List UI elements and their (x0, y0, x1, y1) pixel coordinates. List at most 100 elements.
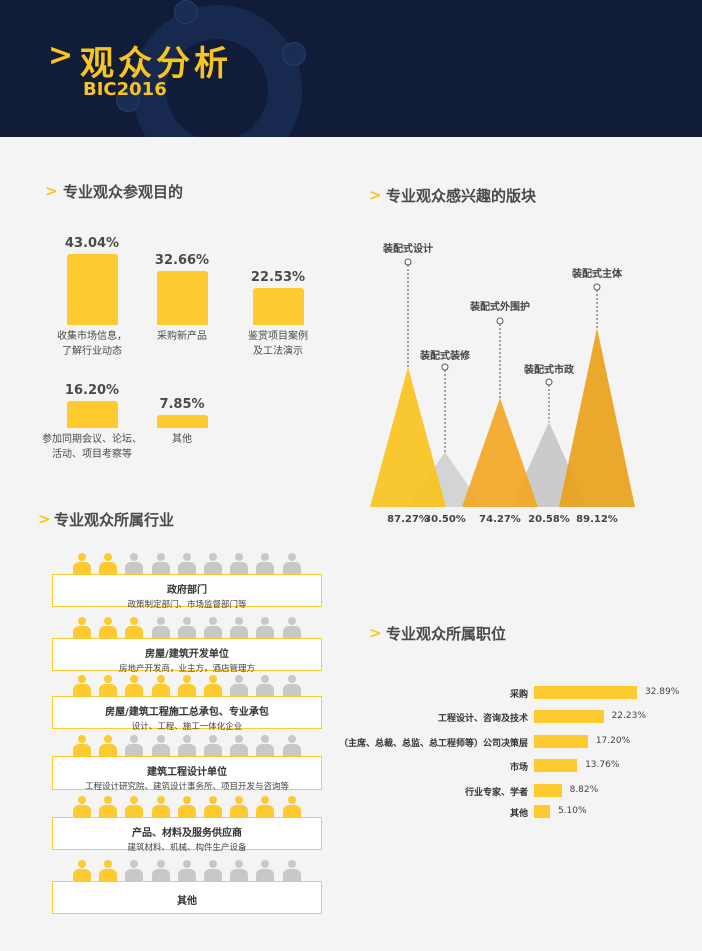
person-body (204, 869, 222, 881)
interest-name: 装配式装修 (420, 351, 470, 362)
purpose-value: 16.20% (64, 383, 120, 399)
person-body (151, 684, 170, 696)
purpose-label: 其他 (172, 434, 192, 445)
person-body (125, 562, 144, 574)
section-heading-purpose: 专业观众参观目的 (63, 183, 184, 201)
interest-value: 89.12% (576, 514, 618, 525)
person-head (130, 617, 139, 625)
decorative-dot (116, 88, 140, 112)
position-value: 32.89% (644, 687, 680, 697)
person-body (177, 744, 196, 756)
person-body (125, 744, 144, 756)
person-head (261, 860, 270, 868)
person-body (204, 744, 222, 756)
person-body (177, 805, 196, 817)
person-head (209, 675, 217, 683)
purpose-value: 7.85% (159, 397, 205, 413)
person-head (78, 796, 86, 804)
industry-title: 房屋/建筑工程施工总承包、专业承包 (105, 707, 269, 718)
person-icon (124, 735, 144, 756)
person-body (99, 805, 118, 817)
person-head (182, 735, 191, 743)
person-head (130, 860, 139, 868)
person-head (130, 675, 139, 683)
person-head (235, 735, 244, 743)
person-head (182, 860, 191, 868)
person-icon (229, 860, 249, 881)
person-icon (282, 796, 302, 817)
person-icon (72, 617, 92, 638)
person-icon (255, 675, 275, 696)
person-head (130, 553, 139, 561)
position-label: 行业专家、学者 (464, 788, 528, 798)
person-body (204, 626, 222, 638)
position-value: 8.82% (569, 785, 599, 795)
person-icon (151, 735, 171, 756)
person-body (204, 805, 222, 817)
person-head (261, 617, 270, 625)
person-icon (177, 553, 197, 574)
person-head (287, 735, 296, 743)
pin-marker (545, 378, 553, 386)
person-body (282, 562, 301, 574)
person-body (230, 684, 249, 696)
industry-desc: 设计、工程、施工一体化企业 (131, 722, 243, 732)
person-body (256, 684, 275, 696)
pin-marker (496, 317, 504, 325)
person-head (130, 796, 139, 804)
person-head (78, 617, 86, 625)
person-body (256, 562, 275, 574)
position-bar (534, 784, 562, 797)
person-body (125, 869, 144, 881)
person-body (177, 684, 196, 696)
person-body (256, 869, 275, 881)
person-body (73, 626, 91, 638)
person-icon (124, 796, 144, 817)
person-icon (203, 735, 223, 756)
industry-desc: 工程设计研究院、建筑设计事务所、项目开发与咨询等 (84, 782, 289, 792)
person-body (99, 869, 118, 881)
industry-title: 政府部门 (167, 585, 207, 596)
position-value: 13.76% (585, 760, 620, 770)
interest-triangle (462, 398, 538, 507)
person-icon (151, 796, 171, 817)
person-head (287, 675, 296, 683)
position-label: 其他 (509, 809, 528, 819)
person-head (156, 735, 165, 743)
chevron-right-icon: > (48, 38, 74, 73)
person-body (73, 869, 91, 881)
person-icon (72, 796, 92, 817)
person-body (204, 562, 222, 574)
person-icon (255, 796, 275, 817)
header-banner: > 观众分析 BIC2016 (0, 0, 702, 137)
person-body (282, 626, 301, 638)
person-icon (72, 860, 92, 881)
person-icon (203, 617, 223, 638)
person-head (182, 796, 191, 804)
person-icon (282, 675, 302, 696)
position-bar (534, 686, 637, 699)
person-head (261, 553, 270, 561)
purpose-value: 22.53% (250, 269, 306, 285)
position-bar (534, 759, 578, 772)
person-body (230, 805, 249, 817)
person-icon (98, 860, 118, 881)
person-body (99, 744, 118, 756)
purpose-bar (67, 401, 118, 428)
section-heading-industry: 专业观众所属行业 (54, 511, 175, 529)
person-icon (177, 796, 197, 817)
position-label: 市场 (509, 763, 528, 773)
industry-desc: 建筑材料、机械、构件生产设备 (127, 843, 247, 853)
person-icon (203, 796, 223, 817)
industry-title: 产品、材料及服务供应商 (132, 828, 242, 839)
person-icon (282, 735, 302, 756)
person-body (151, 562, 170, 574)
pin-marker (441, 363, 449, 371)
person-head (156, 617, 165, 625)
person-body (99, 626, 118, 638)
person-icon (203, 675, 223, 696)
person-head (261, 796, 270, 804)
person-head (104, 860, 113, 868)
person-body (282, 805, 301, 817)
person-body (282, 744, 301, 756)
